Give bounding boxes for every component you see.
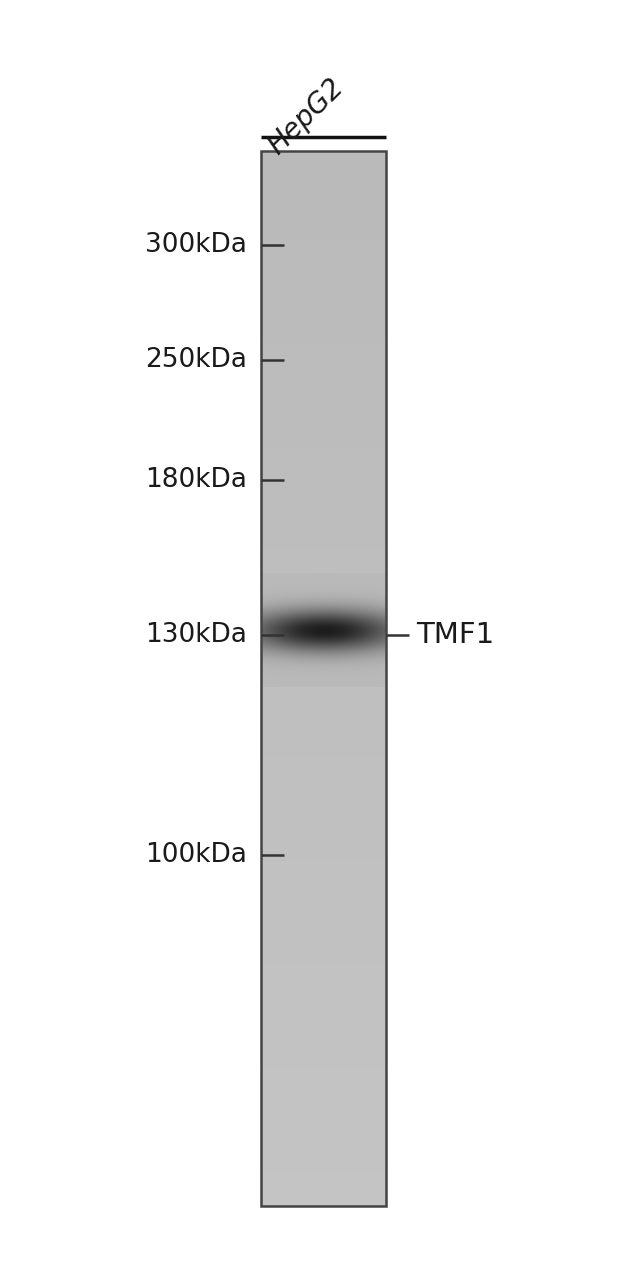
Text: 130kDa: 130kDa: [145, 622, 247, 648]
Bar: [261, 151, 386, 1206]
Text: 250kDa: 250kDa: [145, 347, 247, 372]
Text: 100kDa: 100kDa: [145, 842, 247, 868]
Text: TMF1: TMF1: [416, 621, 494, 649]
Text: HepG2: HepG2: [262, 73, 349, 160]
Text: 300kDa: 300kDa: [145, 232, 247, 259]
Text: 180kDa: 180kDa: [145, 467, 247, 493]
